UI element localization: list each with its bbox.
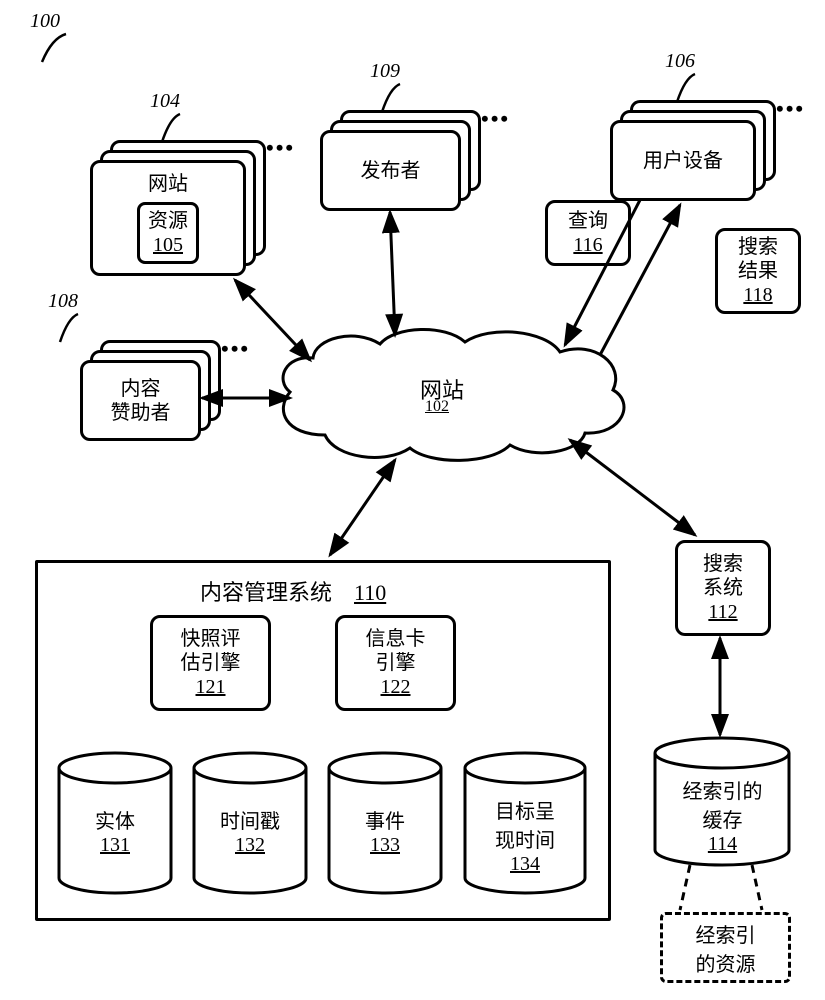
timestamp-ref: 132 [190, 834, 310, 857]
entity-label: 实体 [55, 805, 175, 834]
search-results-box: 搜索 结果 118 [715, 228, 801, 314]
leader-108 [56, 312, 84, 346]
query-ref: 116 [573, 233, 602, 257]
indexed-cache-ref: 114 [650, 833, 795, 856]
search-results-ref: 118 [743, 283, 772, 307]
entity-cyl: 实体 131 [55, 750, 175, 906]
timestamp-cyl: 时间戳 132 [190, 750, 310, 906]
website-box: 网站 资源 105 [90, 160, 246, 276]
indexed-cache-l1: 经索引的 [650, 775, 795, 804]
indexed-res-l2: 的资源 [696, 948, 756, 977]
target-cyl: 目标呈 现时间 134 [460, 750, 590, 906]
query-label: 查询 [568, 209, 608, 233]
sponsor-l2: 赞助者 [111, 401, 171, 425]
query-box: 查询 116 [545, 200, 631, 266]
figure-ref-100: 100 [30, 10, 60, 33]
infocard-l2: 引擎 [376, 651, 416, 675]
resource-ref: 105 [148, 233, 188, 257]
snapshot-l2: 估引擎 [181, 651, 241, 675]
dots-104: ••• [266, 135, 295, 161]
resource-box: 资源 105 [137, 202, 199, 264]
sponsor-l1: 内容 [121, 377, 161, 401]
indexed-cache-l2: 缓存 [650, 804, 795, 833]
snapshot-l1: 快照评 [181, 627, 241, 651]
infocard-box: 信息卡 引擎 122 [335, 615, 456, 711]
search-results-l2: 结果 [738, 259, 778, 283]
timestamp-label: 时间戳 [190, 805, 310, 834]
network-ref: 102 [425, 398, 449, 416]
indexed-res-l1: 经索引 [696, 919, 756, 948]
dots-109: ••• [481, 106, 510, 132]
ref-109: 109 [370, 60, 400, 83]
search-sys-l1: 搜索 [703, 552, 743, 576]
ref-104: 104 [150, 90, 180, 113]
figure-canvas: 100 104 网站 资源 105 ••• 109 发布者 ••• 106 用户… [0, 0, 825, 1000]
dots-108: ••• [221, 336, 250, 362]
event-label: 事件 [325, 805, 445, 834]
search-sys-ref: 112 [708, 600, 737, 624]
target-l1: 目标呈 [460, 795, 590, 824]
event-ref: 133 [325, 834, 445, 857]
ref-106: 106 [665, 50, 695, 73]
userdev-label: 用户设备 [643, 149, 723, 173]
sponsor-box: 内容 赞助者 [80, 360, 201, 441]
snapshot-box: 快照评 估引擎 121 [150, 615, 271, 711]
publisher-label: 发布者 [361, 159, 421, 183]
resource-label: 资源 [148, 209, 188, 233]
indexed-cache-cyl: 经索引的 缓存 114 [650, 735, 795, 881]
dots-106: ••• [776, 96, 805, 122]
website-label: 网站 [148, 172, 188, 196]
search-system-box: 搜索 系统 112 [675, 540, 771, 636]
userdev-box: 用户设备 [610, 120, 756, 201]
entity-ref: 131 [55, 834, 175, 857]
snapshot-ref: 121 [196, 675, 226, 699]
target-ref: 134 [460, 853, 590, 876]
infocard-ref: 122 [381, 675, 411, 699]
search-sys-l2: 系统 [703, 576, 743, 600]
indexed-resource-box: 经索引 的资源 [660, 912, 791, 983]
infocard-l1: 信息卡 [366, 627, 426, 651]
event-cyl: 事件 133 [325, 750, 445, 906]
cms-title-label: 内容管理系统 [200, 580, 332, 605]
publisher-box: 发布者 [320, 130, 461, 211]
cms-ref: 110 [354, 580, 386, 605]
target-l2: 现时间 [460, 824, 590, 853]
search-results-l1: 搜索 [738, 235, 778, 259]
leader-100 [38, 32, 72, 66]
cms-title: 内容管理系统 110 [200, 575, 386, 607]
ref-108: 108 [48, 290, 78, 313]
